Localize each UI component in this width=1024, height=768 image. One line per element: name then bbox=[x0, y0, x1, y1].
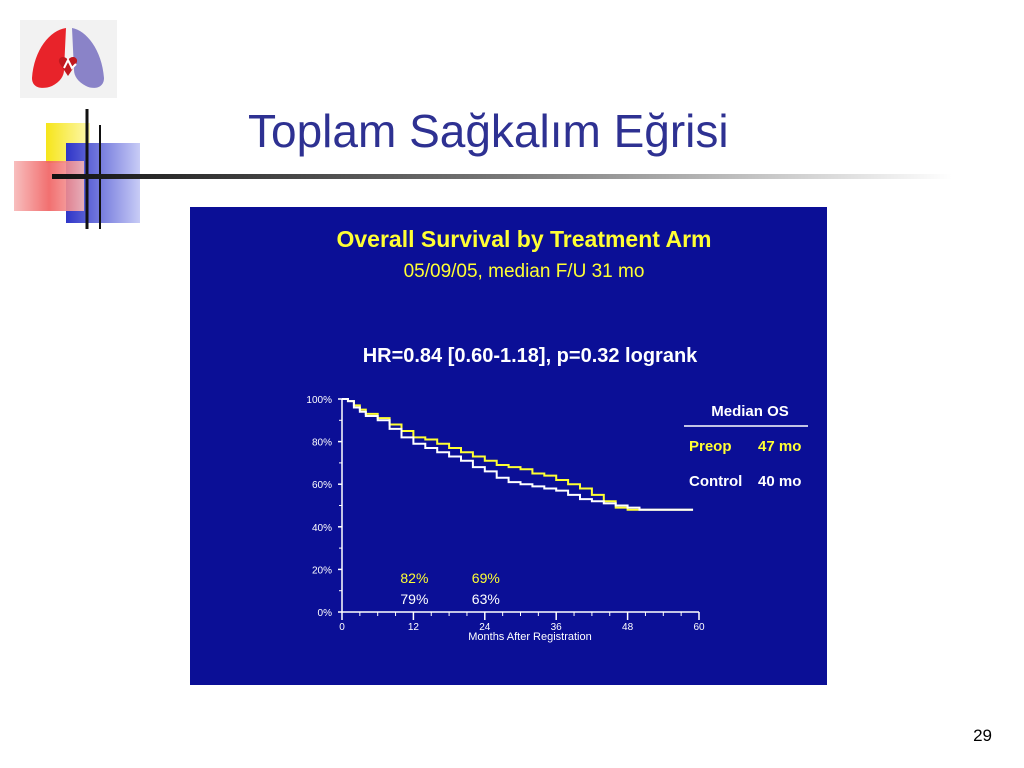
survival-curves bbox=[342, 398, 694, 511]
page-number: 29 bbox=[973, 726, 992, 745]
hr-annotation: HR=0.84 [0.60-1.18], p=0.32 logrank bbox=[363, 345, 698, 367]
chart-subtitle: 05/09/05, median F/U 31 mo bbox=[404, 261, 645, 282]
x-tick-label: 0 bbox=[339, 622, 345, 633]
x-tick-label: 60 bbox=[693, 622, 705, 633]
x-tick-label: 24 bbox=[479, 622, 491, 633]
y-tick-label: 100% bbox=[306, 395, 332, 406]
slide-title: Toplam Sağkalım Eğrisi bbox=[248, 105, 729, 157]
y-tick-label: 60% bbox=[312, 480, 332, 491]
legend-control-name: Control bbox=[689, 473, 742, 490]
x-tick-label: 36 bbox=[551, 622, 563, 633]
x-tick-label: 12 bbox=[408, 622, 420, 633]
legend-preop-value: 47 mo bbox=[758, 438, 801, 455]
lungs-heart-logo-icon bbox=[20, 20, 117, 98]
survival-curve-control bbox=[342, 398, 694, 511]
chart-panel: Overall Survival by Treatment Arm 05/09/… bbox=[190, 207, 827, 685]
axes bbox=[341, 399, 699, 613]
legend-preop-name: Preop bbox=[689, 438, 732, 455]
y-ticks: 0% 20% 40% 60% 80% 100% bbox=[306, 395, 342, 619]
median-os-table: Median OS Preop 47 mo Control 40 mo bbox=[684, 403, 808, 490]
y-tick-label: 20% bbox=[312, 565, 332, 576]
title-rule bbox=[52, 174, 952, 179]
chart-title: Overall Survival by Treatment Arm bbox=[337, 226, 712, 252]
y-tick-label: 0% bbox=[318, 608, 333, 619]
y-tick-label: 80% bbox=[312, 438, 332, 449]
legend-control-value: 40 mo bbox=[758, 473, 801, 490]
preop-survival-label: 82% bbox=[400, 570, 428, 586]
point-labels: 82% 79% 69% 63% bbox=[400, 570, 499, 607]
y-tick-label: 40% bbox=[312, 523, 332, 534]
x-axis-label: Months After Registration bbox=[468, 631, 592, 643]
survival-curve-preop bbox=[342, 398, 694, 511]
control-survival-label: 63% bbox=[472, 591, 500, 607]
survival-chart: Overall Survival by Treatment Arm 05/09/… bbox=[306, 226, 808, 643]
corner-squares-decoration-icon bbox=[14, 109, 140, 229]
x-ticks: 0 12 24 36 48 60 bbox=[339, 612, 705, 633]
median-os-header: Median OS bbox=[711, 403, 789, 420]
preop-survival-label: 69% bbox=[472, 570, 500, 586]
x-tick-label: 48 bbox=[622, 622, 634, 633]
control-survival-label: 79% bbox=[400, 591, 428, 607]
